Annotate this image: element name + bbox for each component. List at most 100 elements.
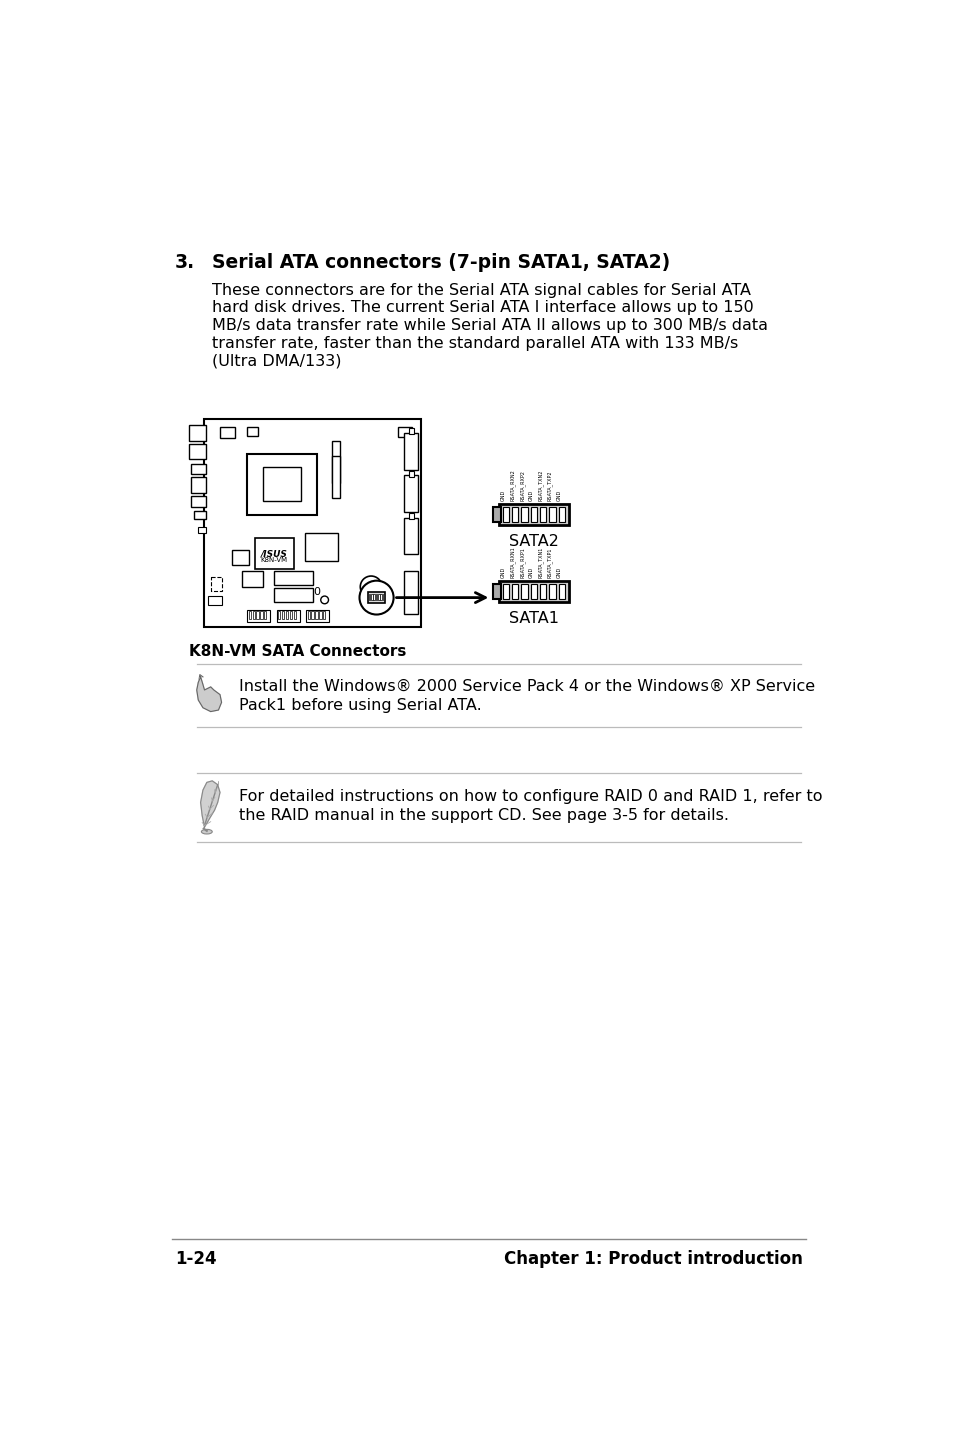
Bar [549,584,555,600]
Text: RSATA_RXN2: RSATA_RXN2 [510,469,516,500]
Bar [521,584,527,600]
Bar [274,571,313,585]
Bar [558,584,564,600]
Bar [193,512,206,519]
Bar [512,584,517,600]
Text: These connectors are for the Serial ATA signal cables for Serial ATA: These connectors are for the Serial ATA … [212,283,750,298]
Bar [332,456,340,499]
Bar [294,611,295,620]
Text: Install the Windows® 2000 Service Pack 4 or the Windows® XP Service: Install the Windows® 2000 Service Pack 4… [239,679,815,695]
Bar [278,611,280,620]
Text: 1-24: 1-24 [174,1250,216,1268]
Bar [380,594,381,600]
Bar [539,584,546,600]
Circle shape [320,597,328,604]
Bar [375,594,377,600]
Bar [305,533,337,561]
Text: Pack1 before using Serial ATA.: Pack1 before using Serial ATA. [239,699,481,713]
Text: GND: GND [500,489,506,500]
Bar [502,506,509,522]
Bar [191,496,206,506]
Bar [232,549,249,565]
Bar [493,506,500,522]
Text: RSATA_RXN1: RSATA_RXN1 [510,546,516,578]
Bar [371,594,373,600]
Bar [530,584,537,600]
Text: SATA1: SATA1 [508,611,558,627]
Bar [498,581,568,603]
Bar [521,506,527,522]
Bar [404,571,418,614]
Bar [306,610,329,623]
Bar [315,611,317,620]
Bar [404,433,418,470]
Bar [369,594,370,600]
Text: /ISUS: /ISUS [260,549,288,558]
Text: 3.: 3. [174,253,195,272]
Text: MB/s data transfer rate while Serial ATA II allows up to 300 MB/s data: MB/s data transfer rate while Serial ATA… [212,318,767,334]
Bar [274,588,313,603]
Bar [247,610,270,623]
Bar [260,611,262,620]
Bar [549,506,555,522]
Bar [208,597,222,605]
Bar [409,470,414,477]
Bar [241,571,263,587]
Bar [220,427,235,439]
Text: K8N-VM: K8N-VM [260,557,288,562]
Bar [264,611,266,620]
Polygon shape [196,677,221,712]
Text: For detailed instructions on how to configure RAID 0 and RAID 1, refer to: For detailed instructions on how to conf… [239,788,822,804]
Polygon shape [200,781,220,827]
Bar [198,526,206,533]
Bar [191,463,206,475]
Bar [249,611,251,620]
Bar [539,506,546,522]
Text: transfer rate, faster than the standard parallel ATA with 133 MB/s: transfer rate, faster than the standard … [212,336,738,351]
Bar [502,584,509,600]
Bar [256,611,258,620]
Circle shape [360,577,381,598]
Bar [404,475,418,512]
Bar [377,594,379,600]
Bar [311,611,314,620]
Bar [493,584,500,600]
Text: RSATA_TXP1: RSATA_TXP1 [547,546,553,578]
Bar [204,418,421,627]
Bar [530,506,537,522]
Bar [404,518,418,555]
Bar [286,611,288,620]
Bar [290,611,292,620]
Bar [189,426,206,440]
Bar [307,611,310,620]
Bar [409,513,414,519]
Bar [409,429,414,434]
Bar [323,611,325,620]
Bar [189,443,206,459]
Text: hard disk drives. The current Serial ATA I interface allows up to 150: hard disk drives. The current Serial ATA… [212,301,753,315]
Text: GND: GND [529,567,534,578]
Ellipse shape [201,830,212,834]
Text: (Ultra DMA/133): (Ultra DMA/133) [212,354,341,368]
Bar [254,538,294,569]
Bar [262,467,301,502]
Bar [397,427,412,437]
Bar [558,506,564,522]
Bar [282,611,284,620]
Bar [319,611,321,620]
Text: RSATA_RXP1: RSATA_RXP1 [518,546,524,578]
Text: SATA2: SATA2 [508,535,558,549]
Text: RSATA_RXP2: RSATA_RXP2 [518,470,524,500]
Bar [276,610,299,623]
Text: 0: 0 [313,587,320,597]
Text: GND: GND [529,489,534,500]
Text: GND: GND [500,567,506,578]
Bar [332,440,340,483]
Text: Serial ATA connectors (7-pin SATA1, SATA2): Serial ATA connectors (7-pin SATA1, SATA… [212,253,670,272]
Bar [373,594,375,600]
Text: K8N-VM SATA Connectors: K8N-VM SATA Connectors [189,644,406,659]
Text: GND: GND [557,489,561,500]
Text: RSATA_TXP2: RSATA_TXP2 [547,470,553,500]
Circle shape [359,581,394,614]
Text: GND: GND [557,567,561,578]
